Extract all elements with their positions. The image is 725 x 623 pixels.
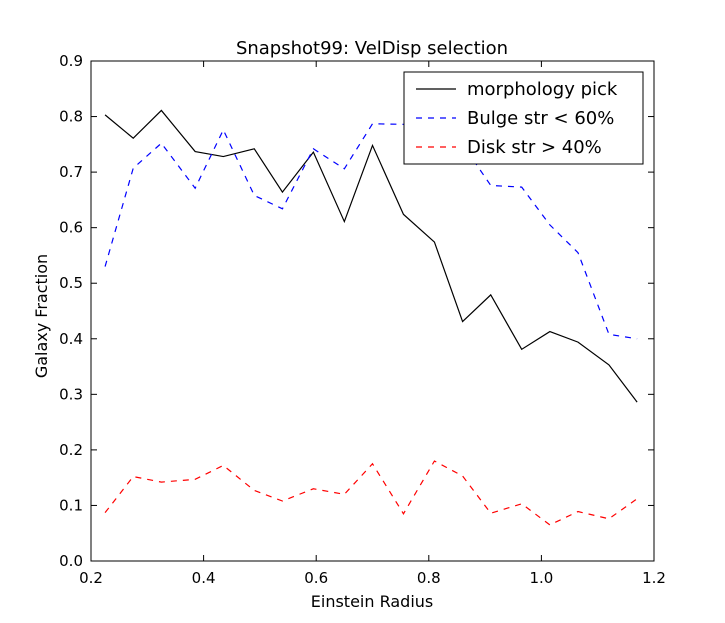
x-tick-label: 0.2 — [79, 569, 103, 587]
legend-label: morphology pick — [467, 79, 618, 100]
y-tick-label: 0.2 — [59, 441, 83, 459]
y-tick-label: 0.7 — [59, 163, 83, 181]
y-tick-label: 0.9 — [59, 52, 83, 70]
series-layer — [104, 109, 638, 526]
legend-label: Bulge str < 60% — [467, 108, 614, 129]
plot-frame — [90, 60, 655, 562]
x-axis-title: Einstein Radius — [311, 592, 433, 611]
x-tick-label: 0.8 — [417, 569, 441, 587]
x-axis: 0.2 0.4 0.6 0.8 1.0 1.2 — [79, 61, 666, 587]
x-tick-label: 0.6 — [304, 569, 328, 587]
legend: morphology pick Bulge str < 60% Disk str >… — [403, 71, 644, 165]
x-tick-label: 1.0 — [529, 569, 553, 587]
y-axis-title: Galaxy Fraction — [32, 254, 51, 378]
chart-title: Snapshot99: VelDisp selection — [236, 38, 508, 59]
y-tick-label: 0.6 — [59, 219, 83, 237]
series-line-1 — [104, 123, 638, 340]
y-tick-label: 0.3 — [59, 385, 83, 403]
x-tick-label: 0.4 — [192, 569, 216, 587]
x-tick-label: 1.2 — [642, 569, 666, 587]
y-tick-label: 0.5 — [59, 274, 83, 292]
y-tick-label: 0.0 — [59, 552, 83, 570]
series-line-0 — [104, 109, 638, 403]
y-tick-label: 0.4 — [59, 330, 83, 348]
y-tick-label: 0.8 — [59, 108, 83, 126]
series-line-2 — [104, 460, 638, 526]
legend-label: Disk str > 40% — [467, 137, 602, 158]
y-tick-label: 0.1 — [59, 496, 83, 514]
